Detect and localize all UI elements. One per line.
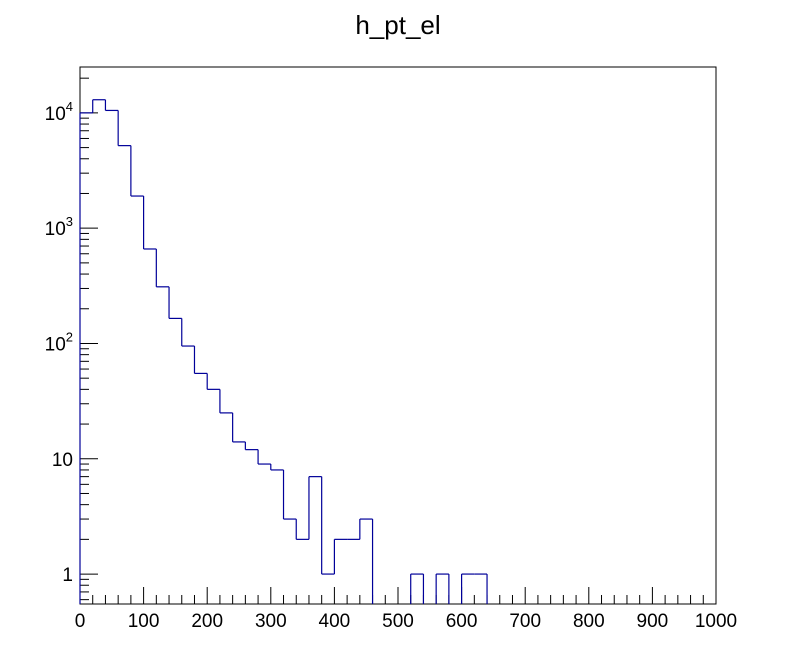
y-tick-label: 103 [45,214,73,240]
x-tick-label: 200 [191,611,223,632]
plot-frame-group [79,66,717,605]
x-tick-label: 1000 [695,611,737,632]
x-tick-label: 700 [509,611,541,632]
y-tick-label: 104 [45,99,73,125]
chart-title: h_pt_el [355,10,440,40]
y-tick-label: 1 [62,565,73,586]
y-tick-label: 102 [45,329,73,355]
plot-frame [79,66,717,605]
tick-labels-group: 0 100 200 300 400 500 600 700 800 900 1000 1 10 102 10… [45,99,738,632]
x-tick-label: 500 [382,611,414,632]
x-tick-label: 800 [573,611,605,632]
x-tick-label: 400 [319,611,351,632]
x-tick-label: 100 [128,611,160,632]
x-tick-label: 900 [637,611,669,632]
y-tick-label: 10 [52,450,73,471]
axis-ticks-group [79,77,717,604]
x-tick-label: 0 [75,611,86,632]
x-tick-label: 300 [255,611,287,632]
histogram-series [79,99,488,604]
x-tick-label: 600 [446,611,478,632]
